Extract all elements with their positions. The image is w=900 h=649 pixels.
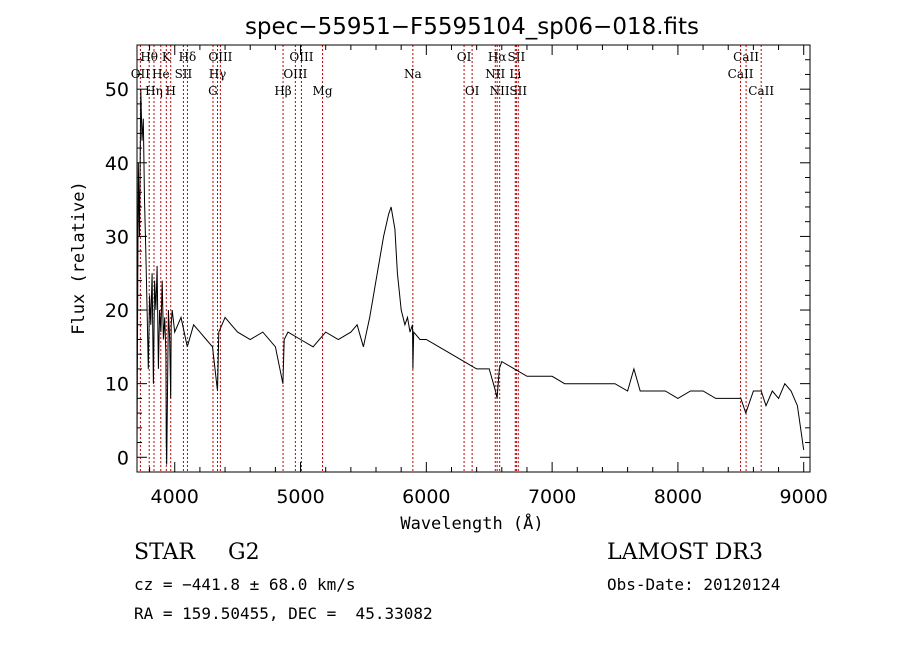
plot-frame <box>136 44 811 473</box>
y-tick-label: 20 <box>105 300 129 322</box>
x-tick-label: 5000 <box>276 486 324 508</box>
y-axis-label: Flux (relative) <box>69 181 89 335</box>
object-class: STAR <box>134 540 195 565</box>
x-tick-label: 8000 <box>654 486 702 508</box>
spectral-line-label: Mg <box>313 84 333 98</box>
spectral-line-label: Hα <box>488 50 507 64</box>
redshift-velocity: cz = −441.8 ± 68.0 km/s <box>134 575 356 594</box>
spectral-line-label: SII <box>509 84 527 98</box>
y-tick-label: 10 <box>105 374 129 396</box>
spectral-line-label: SII <box>175 67 193 81</box>
y-axis-ticks: 0 10 20 30 40 50 <box>105 59 810 469</box>
spectral-line-label: Hβ <box>274 84 291 98</box>
spectral-line-label: OIII <box>289 50 313 64</box>
spectral-line-label: K <box>162 50 172 64</box>
spectral-line-label: Li <box>509 67 521 81</box>
x-tick-label: 7000 <box>528 486 576 508</box>
observation-date: Obs-Date: 20120124 <box>607 575 781 594</box>
spectral-line-label: NII <box>490 84 510 98</box>
x-axis-label: Wavelength (Å) <box>400 512 543 534</box>
spectrum-series <box>136 89 805 465</box>
x-axis-ticks: 4000 5000 6000 7000 8000 9000 <box>149 45 828 508</box>
y-tick-label: 50 <box>105 79 129 101</box>
x-tick-label: 6000 <box>402 486 450 508</box>
spectral-line-label: OIII <box>283 67 307 81</box>
spectral-subclass: G2 <box>228 540 260 565</box>
spectral-lines-layer <box>139 45 762 472</box>
spectral-line-label: SII <box>508 50 526 64</box>
spectral-line-label: OI <box>465 84 480 98</box>
spectral-line-labels: OIIHθHηHeKHSIIHδGHγOIIIHβOIIIOIIIMgNaOIO… <box>131 50 775 98</box>
spectral-line-label: OIII <box>208 50 232 64</box>
survey-name: LAMOST DR3 <box>607 540 763 565</box>
spectral-line-label: He <box>152 67 170 81</box>
y-tick-label: 30 <box>105 226 129 248</box>
spectral-line-label: Na <box>404 67 422 81</box>
sky-coordinates: RA = 159.50455, DEC = 45.33082 <box>134 604 433 623</box>
spectral-line-label: OI <box>457 50 472 64</box>
spectral-line-label: CaII <box>733 50 759 64</box>
y-tick-label: 0 <box>117 447 129 469</box>
spectral-line-label: Hη <box>145 84 163 98</box>
spectral-line-label: Hδ <box>179 50 197 64</box>
spectral-line-label: CaII <box>728 67 754 81</box>
chart-title: spec−55951−F5595104_sp06−018.fits <box>245 14 699 40</box>
x-tick-label: 4000 <box>151 486 199 508</box>
spectral-line-label: NII <box>485 67 505 81</box>
spectral-line-label: H <box>165 84 175 98</box>
y-tick-label: 40 <box>105 153 129 175</box>
spectral-line-label: Hθ <box>140 50 158 64</box>
spectral-line-label: Hγ <box>209 67 227 81</box>
x-tick-label: 9000 <box>780 486 828 508</box>
spectral-line-label: CaII <box>748 84 774 98</box>
spectrum-chart: spec−55951−F5595104_sp06−018.fits OIIHθH… <box>69 14 828 534</box>
spectral-line-label: G <box>208 84 218 98</box>
